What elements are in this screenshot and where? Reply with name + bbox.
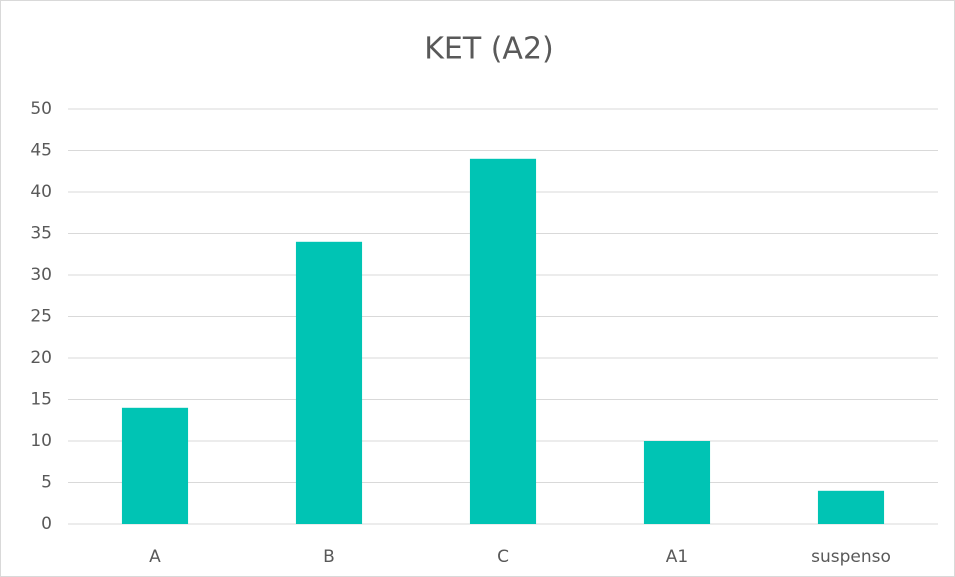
- y-tick-label: 35: [30, 224, 52, 244]
- bar: [469, 158, 537, 525]
- y-tick-label: 0: [41, 514, 52, 534]
- y-tick-label: 15: [30, 390, 52, 410]
- y-tick-label: 40: [30, 182, 52, 202]
- bar: [295, 241, 363, 525]
- bar: [643, 441, 711, 524]
- bar: [817, 490, 885, 524]
- bar: [121, 407, 189, 524]
- x-tick-label: suspenso: [811, 547, 891, 567]
- x-tick-label: C: [497, 547, 509, 567]
- y-tick-label: 10: [30, 431, 52, 451]
- x-tick-label: A1: [666, 547, 688, 567]
- y-tick-label: 45: [30, 141, 52, 161]
- y-tick-label: 20: [30, 348, 52, 368]
- x-tick-label: B: [323, 547, 335, 567]
- chart-title: KET (A2): [424, 32, 554, 67]
- x-tick-label: A: [149, 547, 161, 567]
- y-tick-label: 5: [41, 473, 52, 493]
- y-tick-label: 50: [30, 99, 52, 119]
- y-tick-label: 25: [30, 307, 52, 327]
- y-tick-label: 30: [30, 265, 52, 285]
